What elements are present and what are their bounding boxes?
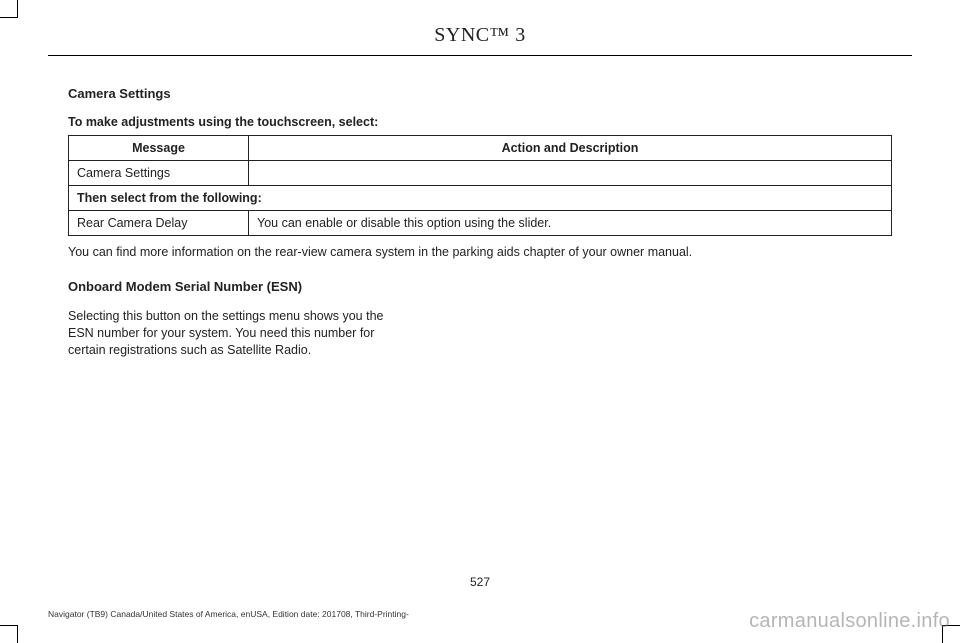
watermark: carmanualsonline.info <box>749 610 950 633</box>
col-header-action: Action and Description <box>249 136 892 161</box>
footer-doc-info: Navigator (TB9) Canada/United States of … <box>48 609 409 619</box>
page-number: 527 <box>0 575 960 589</box>
cell-camera-settings: Camera Settings <box>69 161 249 186</box>
cell-then-select: Then select from the following: <box>69 186 892 211</box>
table-row: Then select from the following: <box>69 186 892 211</box>
settings-table: Message Action and Description Camera Se… <box>68 135 892 236</box>
camera-settings-heading: Camera Settings <box>68 86 892 101</box>
esn-body: Selecting this button on the settings me… <box>68 308 408 359</box>
content-area: Camera Settings To make adjustments usin… <box>48 86 912 359</box>
table-header-row: Message Action and Description <box>69 136 892 161</box>
cell-rear-camera-action: You can enable or disable this option us… <box>249 211 892 236</box>
cell-rear-camera-delay: Rear Camera Delay <box>69 211 249 236</box>
page-container: SYNC™ 3 Camera Settings To make adjustme… <box>0 0 960 643</box>
esn-heading: Onboard Modem Serial Number (ESN) <box>68 279 892 294</box>
table-row: Rear Camera Delay You can enable or disa… <box>69 211 892 236</box>
table-row: Camera Settings <box>69 161 892 186</box>
cell-empty <box>249 161 892 186</box>
col-header-message: Message <box>69 136 249 161</box>
camera-note: You can find more information on the rea… <box>68 244 892 261</box>
instruction-text: To make adjustments using the touchscree… <box>68 115 892 129</box>
chapter-title: SYNC™ 3 <box>48 24 912 55</box>
header-rule <box>48 55 912 56</box>
